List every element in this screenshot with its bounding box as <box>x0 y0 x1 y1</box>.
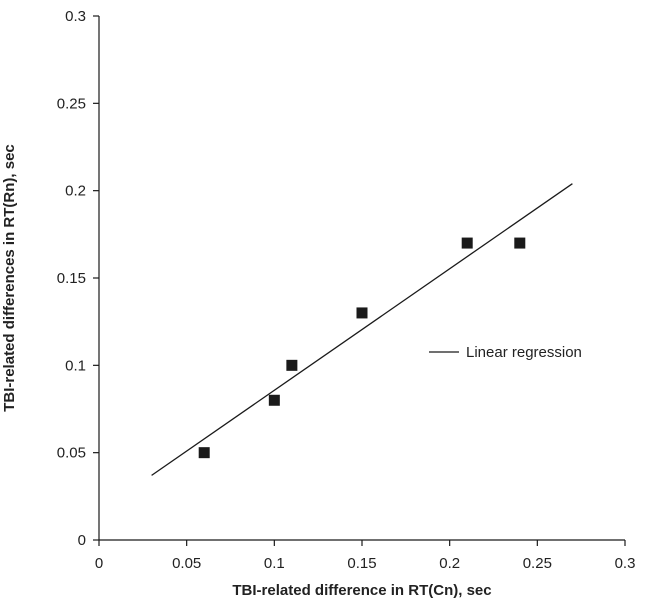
x-axis-title: TBI-related difference in RT(Cn), sec <box>232 582 491 599</box>
regression-line <box>151 183 573 476</box>
data-point <box>198 447 210 459</box>
plot-area: 0 0.05 0.1 0.15 0.2 0.25 0.3 0 0.05 0.1 0.15 0.2 0.2… <box>57 8 636 572</box>
y-tick-label: 0.3 <box>65 8 86 25</box>
y-tick-label: 0.15 <box>57 270 86 287</box>
y-tick-label: 0.25 <box>57 95 86 112</box>
x-tick-label: 0.05 <box>172 555 201 572</box>
x-tick-label: 0.25 <box>523 555 552 572</box>
legend: Linear regression <box>429 344 582 361</box>
x-tick-label: 0.2 <box>439 555 460 572</box>
y-tick-label: 0 <box>78 532 86 549</box>
y-tick-label: 0.2 <box>65 183 86 200</box>
y-axis-title: TBI-related differences in RT(Rn), sec <box>1 144 18 412</box>
data-point <box>356 307 368 319</box>
x-tick-label: 0.1 <box>264 555 285 572</box>
x-tick-label: 0.3 <box>615 555 636 572</box>
data-point <box>514 237 526 249</box>
x-tick-label: 0 <box>95 555 103 572</box>
data-point <box>461 237 473 249</box>
y-tick-label: 0.1 <box>65 357 86 374</box>
y-tick-label: 0.05 <box>57 445 86 462</box>
x-tick-label: 0.15 <box>347 555 376 572</box>
legend-label: Linear regression <box>466 344 582 361</box>
data-point <box>268 394 280 406</box>
data-point <box>286 359 298 371</box>
